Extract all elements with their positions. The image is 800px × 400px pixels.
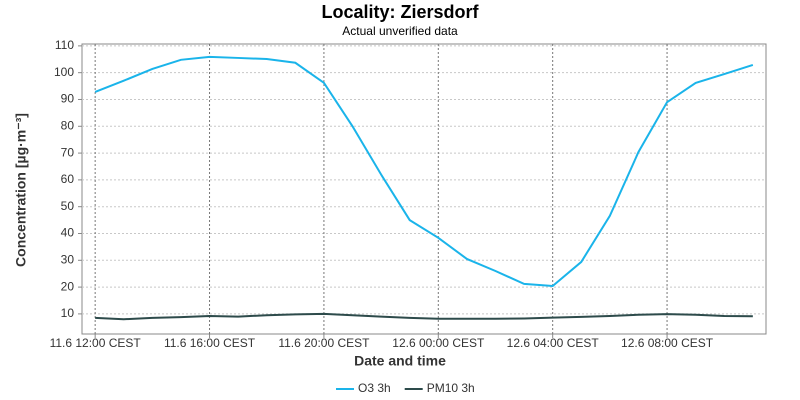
x-tick-label: 11.6 20:00 CEST: [278, 336, 370, 350]
x-tick-label: 12.6 04:00 CEST: [507, 336, 600, 350]
x-axis-title: Date and time: [354, 353, 446, 369]
y-tick-label: 70: [61, 145, 75, 159]
x-tick-label: 11.6 12:00 CEST: [50, 336, 142, 350]
y-tick-label: 110: [55, 38, 74, 52]
series-line: [95, 312, 753, 321]
y-tick-label: 80: [61, 118, 75, 132]
y-tick-label: 30: [61, 252, 75, 266]
legend-label: PM10 3h: [427, 381, 475, 395]
y-tick-label: 40: [61, 226, 75, 240]
y-tick-label: 60: [61, 172, 75, 186]
chart-title: Locality: Ziersdorf: [321, 2, 479, 22]
plot-area: [81, 43, 767, 335]
y-axis-title: Concentration [µg·m⁻³]: [13, 113, 29, 267]
x-tick-label: 12.6 00:00 CEST: [392, 336, 485, 350]
legend-label: O3 3h: [358, 381, 391, 395]
y-tick-label: 100: [54, 65, 74, 79]
x-tick-label: 12.6 08:00 CEST: [621, 336, 714, 350]
x-tick-label: 11.6 16:00 CEST: [164, 336, 256, 350]
y-tick-label: 90: [61, 92, 75, 106]
chart-subtitle: Actual unverified data: [342, 24, 458, 38]
y-tick-label: 50: [61, 199, 75, 213]
y-tick-label: 20: [61, 279, 75, 293]
y-tick-label: 10: [61, 306, 75, 320]
series-line: [94, 55, 754, 288]
